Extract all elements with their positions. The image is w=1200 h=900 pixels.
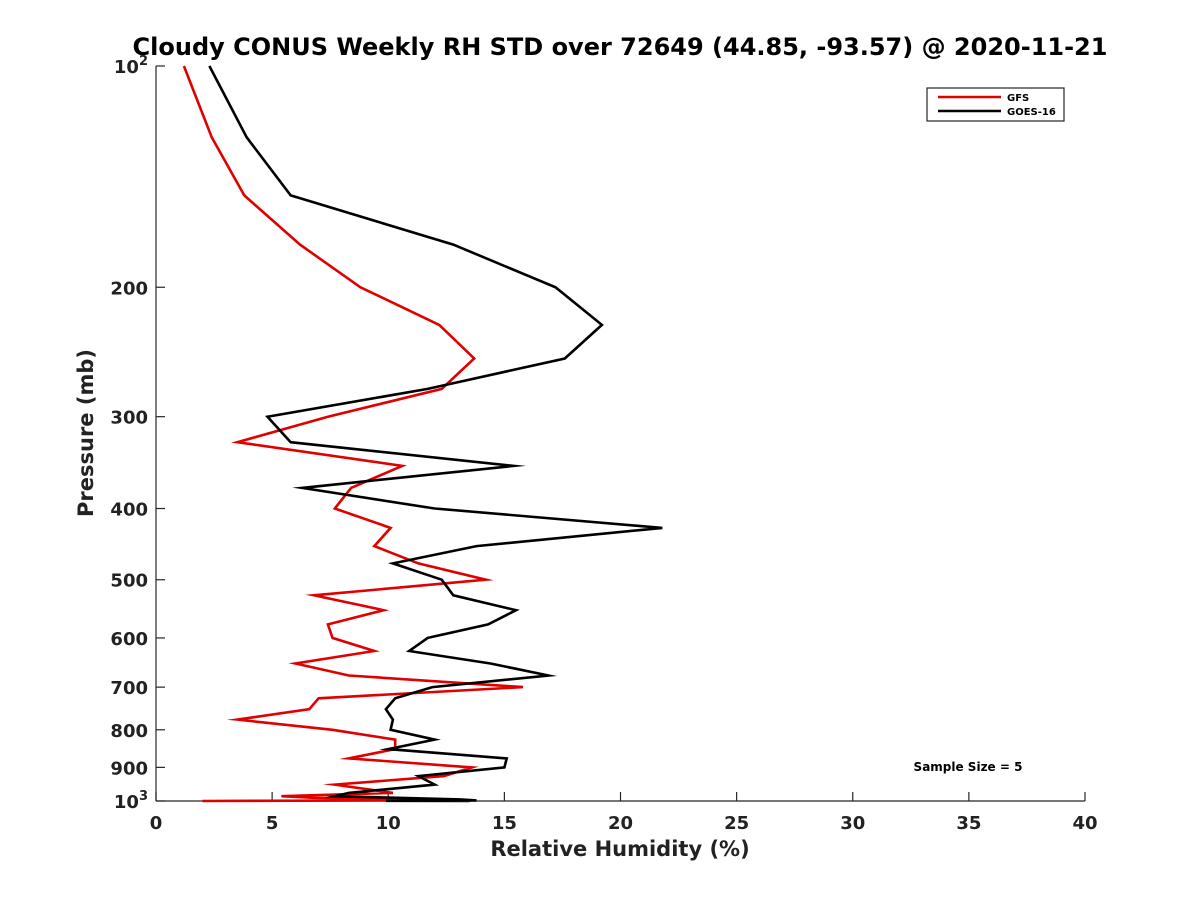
y-tick-exponent: 2 xyxy=(139,54,148,69)
x-tick-label: 15 xyxy=(492,813,517,834)
y-tick-label: 300 xyxy=(110,408,148,429)
x-tick-label: 20 xyxy=(608,813,633,834)
x-tick-label: 30 xyxy=(840,813,865,834)
x-tick-label: 0 xyxy=(150,813,163,834)
y-tick-label: 103 xyxy=(114,789,148,813)
series-line-gfs xyxy=(182,65,524,803)
y-tick-base: 10 xyxy=(114,792,139,813)
y-tick-label: 400 xyxy=(110,500,148,521)
y-tick-label: 200 xyxy=(110,278,148,299)
y-tick-label: 800 xyxy=(110,721,148,742)
legend-entry: GFS xyxy=(1007,93,1029,104)
y-tick-label: 900 xyxy=(110,758,148,779)
x-tick-label: 25 xyxy=(724,813,749,834)
y-tick-label: 500 xyxy=(110,571,148,592)
chart-title: Cloudy CONUS Weekly RH STD over 72649 (4… xyxy=(133,33,1108,61)
legend-box xyxy=(926,87,1065,122)
y-axis-label: Pressure (mb) xyxy=(74,349,98,517)
x-tick-label: 40 xyxy=(1072,813,1097,834)
x-tick-label: 35 xyxy=(956,813,981,834)
axes: 0 5 10 15 20 25 30 35 40102200300400500600700800… xyxy=(110,54,1097,834)
y-tick-label: 102 xyxy=(114,54,148,78)
x-tick-label: 10 xyxy=(376,813,401,834)
series-lines xyxy=(182,65,663,803)
y-tick-label: 600 xyxy=(110,629,148,650)
y-tick-exponent: 3 xyxy=(139,789,148,804)
y-tick-base: 10 xyxy=(114,57,139,78)
y-tick-label: 700 xyxy=(110,678,148,699)
sample-size-annotation: Sample Size = 5 xyxy=(914,760,1023,774)
legend-entry: GOES-16 xyxy=(1007,107,1056,118)
x-tick-label: 5 xyxy=(266,813,279,834)
legend: GFS GOES-16 xyxy=(926,87,1065,122)
x-axis-label: Relative Humidity (%) xyxy=(490,837,749,861)
series-line-goes-16 xyxy=(208,65,663,803)
